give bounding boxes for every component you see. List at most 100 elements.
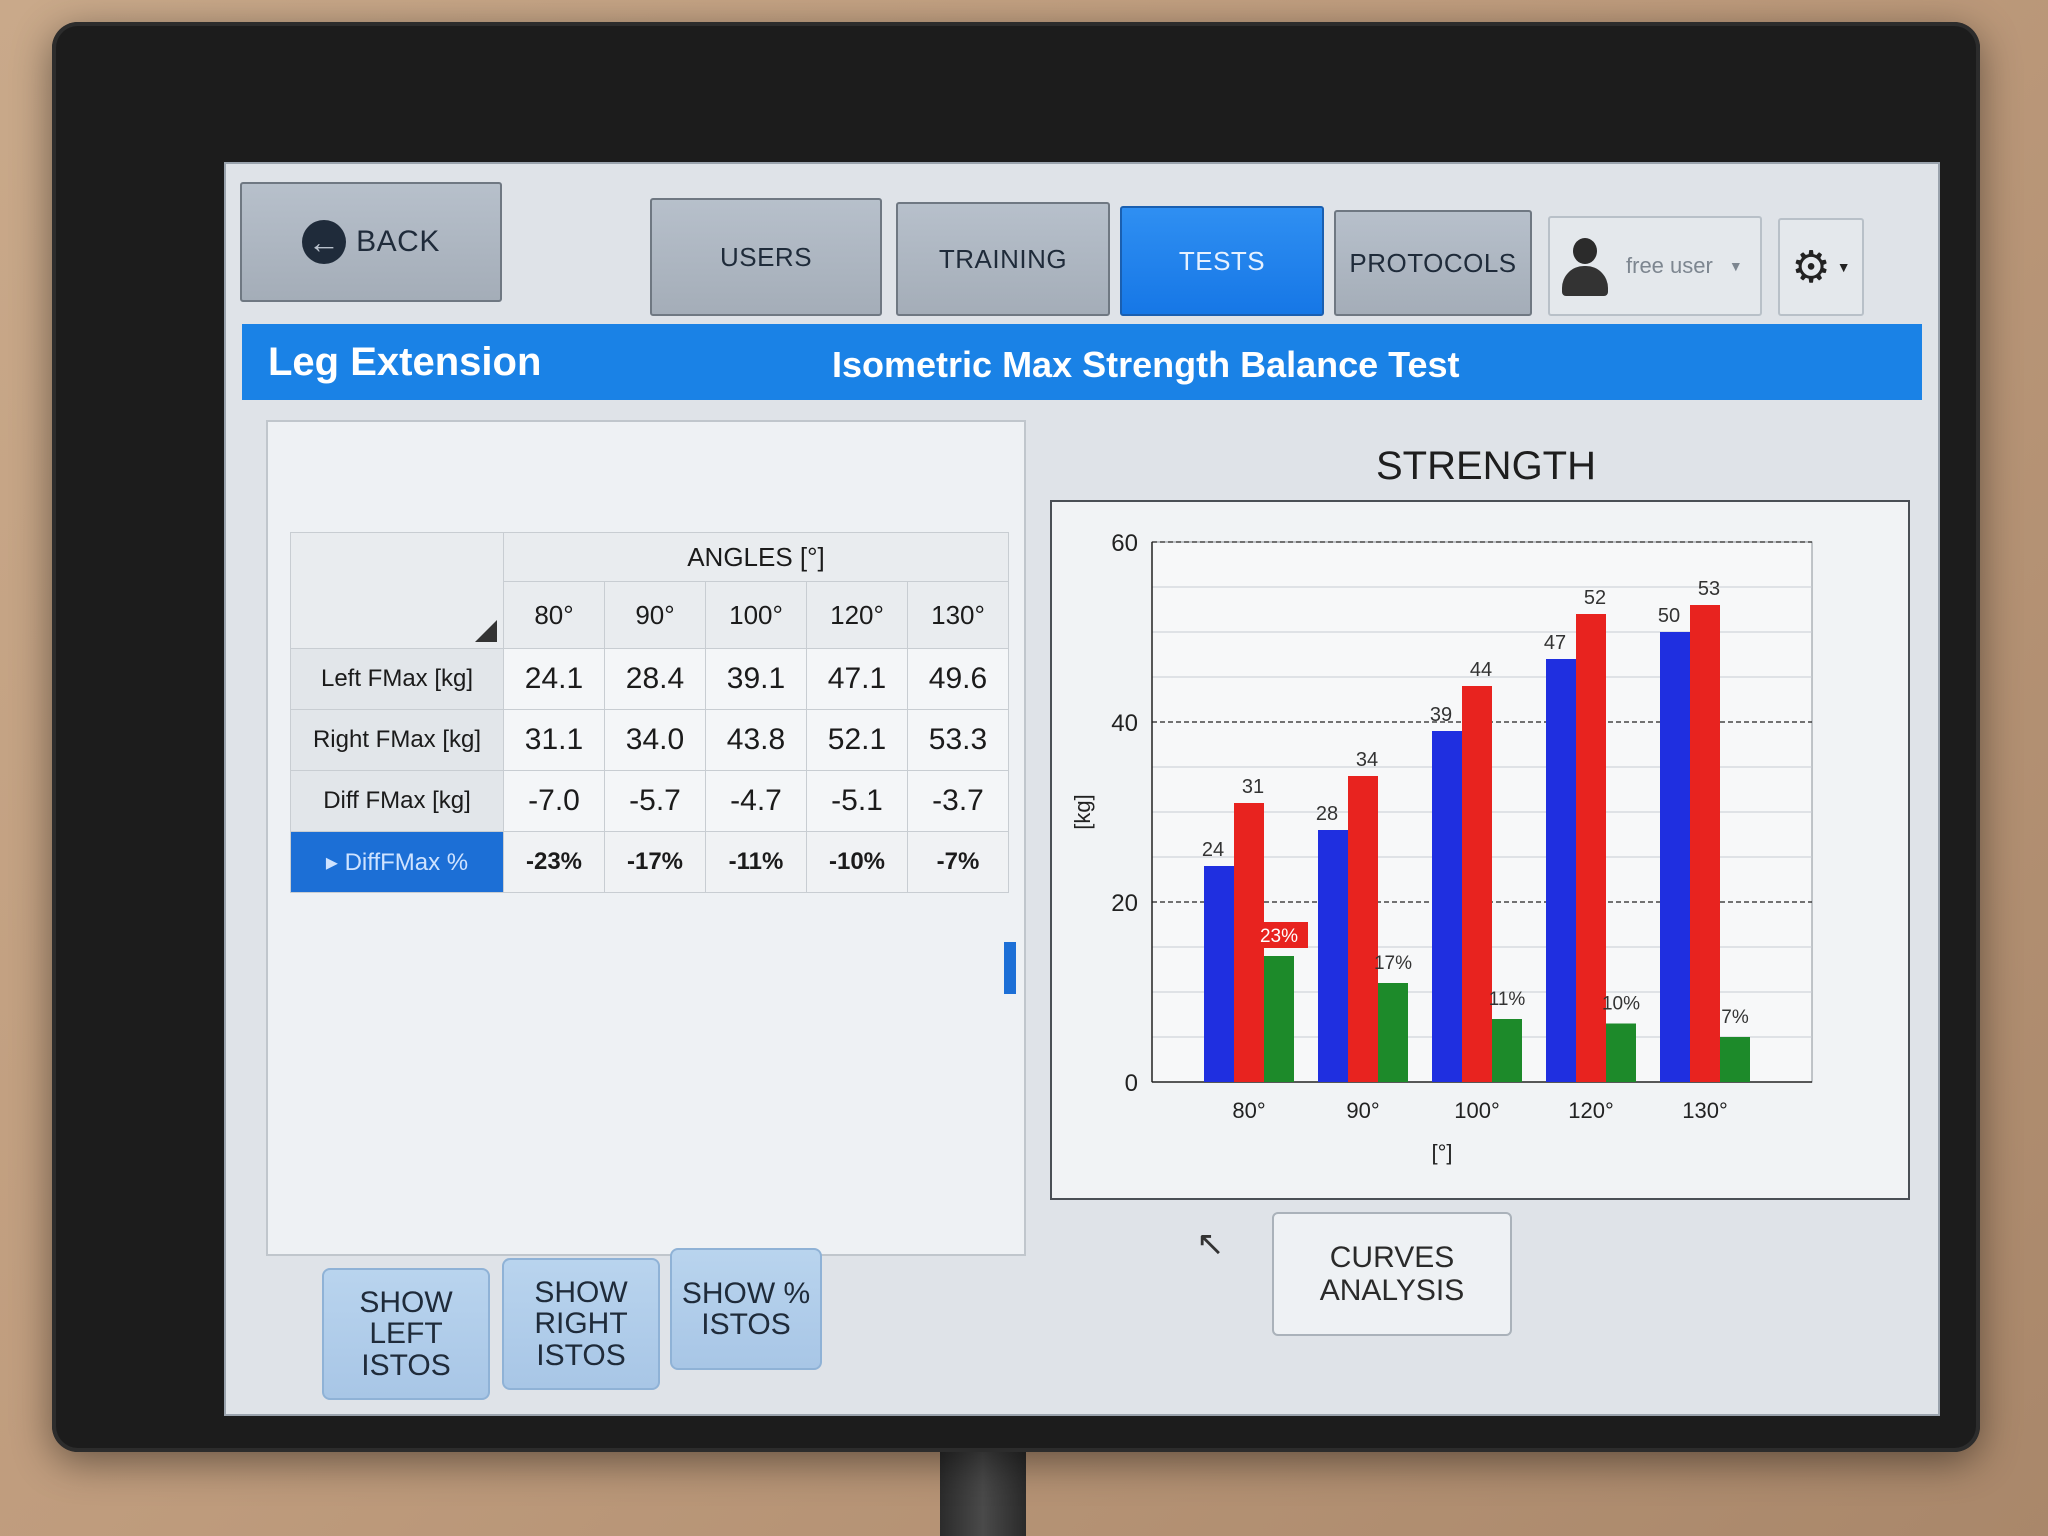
show-percent-istos-button[interactable]: SHOW % ISTOS [670,1248,822,1370]
table-cell: -3.7 [907,770,1009,832]
tab-training-label: TRAINING [938,243,1068,274]
column-header: 90° [604,581,706,649]
tab-protocols[interactable]: PROTOCOLS [1334,210,1532,316]
table-cell: -5.1 [806,770,908,832]
table-cell: -7% [907,831,1009,893]
chart-bar [1690,605,1720,1082]
table-cell: 47.1 [806,648,908,710]
monitor-bezel: ← BACK USERS TRAINING TESTS PROTOCOLS fr… [52,22,1980,1452]
tab-protocols-label: PROTOCOLS [1349,247,1517,278]
row-header: Left FMax [kg] [290,648,504,710]
table-cell: 49.6 [907,648,1009,710]
column-header: 130° [907,581,1009,649]
table-row[interactable]: Right FMax [kg] 31.1 34.0 43.8 52.1 53.3 [290,709,1009,771]
back-button[interactable]: ← BACK [240,182,502,302]
tab-users[interactable]: USERS [650,198,882,316]
data-label: 11% [1489,989,1526,1010]
table-row-selected[interactable]: ▸ DiffFMax % -23% -17% -11% -10% -7% [290,831,1009,893]
chart-bar [1462,686,1492,1082]
table-cell: -23% [503,831,605,893]
app-screen: ← BACK USERS TRAINING TESTS PROTOCOLS fr… [224,162,1940,1416]
row-header: Diff FMax [kg] [290,770,504,832]
table-cell: 39.1 [705,648,807,710]
table-cell: -5.7 [604,770,706,832]
tab-users-label: USERS [719,241,813,272]
scrollbar-thumb[interactable] [1004,942,1016,994]
row-header-label: DiffFMax % [344,848,469,876]
table-corner[interactable] [290,532,504,649]
data-label: 34 [1356,749,1378,771]
row-header: ▸ DiffFMax % [290,831,504,893]
title-bar: Leg Extension Isometric Max Strength Bal… [242,324,1922,400]
table-row[interactable]: Left FMax [kg] 24.1 28.4 39.1 47.1 49.6 [290,648,1009,710]
settings-button[interactable]: ⚙ ▼ [1778,218,1864,316]
gear-icon: ⚙ [1791,242,1831,292]
table-cell: 34.0 [604,709,706,771]
chevron-down-icon: ▼ [1836,259,1851,275]
x-tick-label: 120° [1568,1098,1614,1123]
results-table: ANGLES [°] 80° 90° 100° 120° 130° Left F… [290,532,1009,893]
table-cell: -7.0 [503,770,605,832]
column-header: 120° [806,581,908,649]
back-label: BACK [356,225,440,258]
chevron-down-icon: ▼ [1728,258,1743,274]
chart-bar [1660,632,1690,1082]
user-name: free user [1626,253,1713,278]
mouse-cursor-icon: ↖ [1196,1225,1225,1263]
chart-bar [1720,1037,1750,1082]
x-tick-label: 130° [1682,1098,1728,1123]
chart-bar [1606,1023,1636,1082]
table-cell: 52.1 [806,709,908,771]
data-label-highlight [1250,922,1308,948]
curves-analysis-button[interactable]: CURVES ANALYSIS [1272,1212,1512,1336]
table-cell: -17% [604,831,706,893]
data-label: 53 [1698,578,1720,600]
data-label: 47 [1544,632,1566,654]
strength-chart-panel: 0 20 40 60 [kg] [°] 24 31 23% 80° 28 34 17% 90° 39 44 11… [1050,500,1910,1200]
chart-bar [1348,776,1378,1082]
chart-bar [1432,731,1462,1082]
table-cell: 24.1 [503,648,605,710]
data-label: 44 [1470,659,1492,681]
data-label: 23% [1260,926,1298,947]
chart-bar [1378,983,1408,1082]
x-tick-label: 80° [1232,1098,1265,1123]
user-selector[interactable]: free user ▼ [1548,216,1762,316]
y-tick-label: 40 [1111,710,1138,737]
table-cell: -4.7 [705,770,807,832]
tab-training[interactable]: TRAINING [896,202,1110,316]
data-label: 24 [1202,839,1224,861]
chart-title: STRENGTH [1376,444,1596,488]
chart-bar [1264,956,1294,1082]
arrow-left-circle-icon: ← [302,220,347,264]
chart-bar [1204,866,1234,1082]
table-cell: 31.1 [503,709,605,771]
column-header: 100° [705,581,807,649]
table-cell: -10% [806,831,908,893]
chart-bar [1318,830,1348,1082]
data-label: 10% [1602,994,1640,1015]
data-label: 17% [1374,953,1412,974]
data-label: 28 [1316,803,1338,825]
table-cell: 28.4 [604,648,706,710]
data-label: 39 [1430,704,1452,726]
y-axis-label: [kg] [1070,794,1095,829]
user-avatar-icon [1562,236,1608,296]
table-cell: 53.3 [907,709,1009,771]
y-tick-label: 0 [1125,1070,1138,1097]
x-axis-label: [°] [1431,1140,1452,1165]
row-header: Right FMax [kg] [290,709,504,771]
data-label: 7% [1721,1007,1749,1028]
tab-tests[interactable]: TESTS [1120,206,1324,316]
show-right-istos-button[interactable]: SHOW RIGHT ISTOS [502,1258,660,1390]
strength-chart: 0 20 40 60 [kg] [°] 24 31 23% 80° 28 34 17% 90° 39 44 11… [1070,530,1813,1165]
column-header: 80° [503,581,605,649]
table-row[interactable]: Diff FMax [kg] -7.0 -5.7 -4.7 -5.1 -3.7 [290,770,1009,832]
data-label: 50 [1658,605,1680,627]
table-cell: -11% [705,831,807,893]
results-table-panel: ANGLES [°] 80° 90° 100° 120° 130° Left F… [266,420,1026,1256]
chart-bar [1546,659,1576,1082]
show-left-istos-button[interactable]: SHOW LEFT ISTOS [322,1268,490,1400]
exercise-title: Leg Extension [268,340,542,384]
x-tick-label: 100° [1454,1098,1500,1123]
